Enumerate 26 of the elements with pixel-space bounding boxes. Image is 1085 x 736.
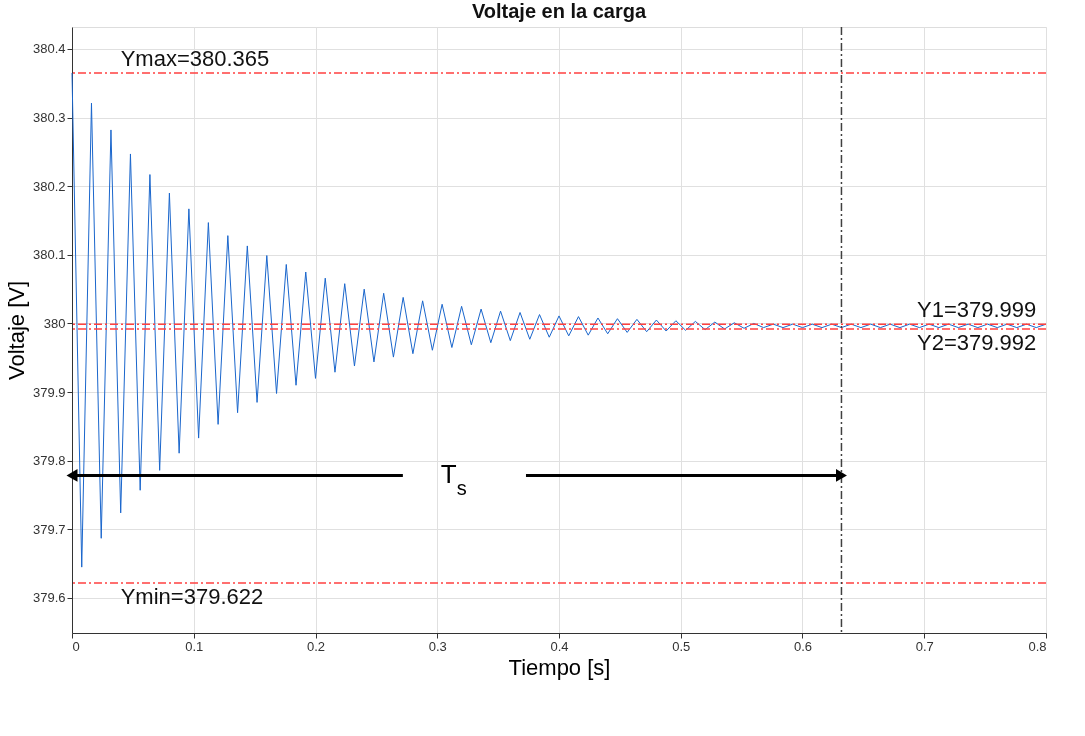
x-tick-label: 0.1: [185, 638, 204, 654]
y-tick-label: 380.3: [32, 110, 66, 126]
ref-line-label: Y1=379.999: [916, 297, 1037, 323]
y-tick-label: 379.7: [32, 521, 66, 537]
ref-line-label: Ymin=379.622: [120, 583, 264, 609]
y-tick-label: 380.2: [32, 178, 66, 194]
x-tick-label: 0.6: [793, 638, 813, 654]
x-tick-label: 0: [72, 638, 80, 654]
x-tick-label: 0.3: [428, 638, 447, 654]
ref-line-label: Ymax=380.365: [120, 45, 270, 71]
x-tick-label: 0.4: [550, 638, 569, 654]
y-tick-label: 379.8: [32, 453, 66, 469]
x-tick-label: 0.5: [672, 638, 691, 654]
y-tick-label: 379.9: [32, 384, 66, 400]
y-tick-label: 380.4: [32, 41, 66, 57]
x-tick-label: 0.7: [915, 638, 934, 654]
chart-title: Voltaje en la carga: [471, 0, 647, 23]
y-tick-label: 380: [43, 315, 66, 331]
y-axis-title: Voltaje [V]: [3, 280, 29, 381]
ref-line-label: Y2=379.992: [916, 329, 1037, 355]
x-tick-label: 0.2: [306, 638, 326, 654]
y-tick-label: 379.6: [32, 590, 66, 606]
x-tick-label: 0.8: [1028, 638, 1047, 654]
y-tick-label: 380.1: [32, 247, 66, 263]
line-series: [71, 72, 1047, 568]
x-axis-title: Tiempo [s]: [508, 654, 611, 680]
